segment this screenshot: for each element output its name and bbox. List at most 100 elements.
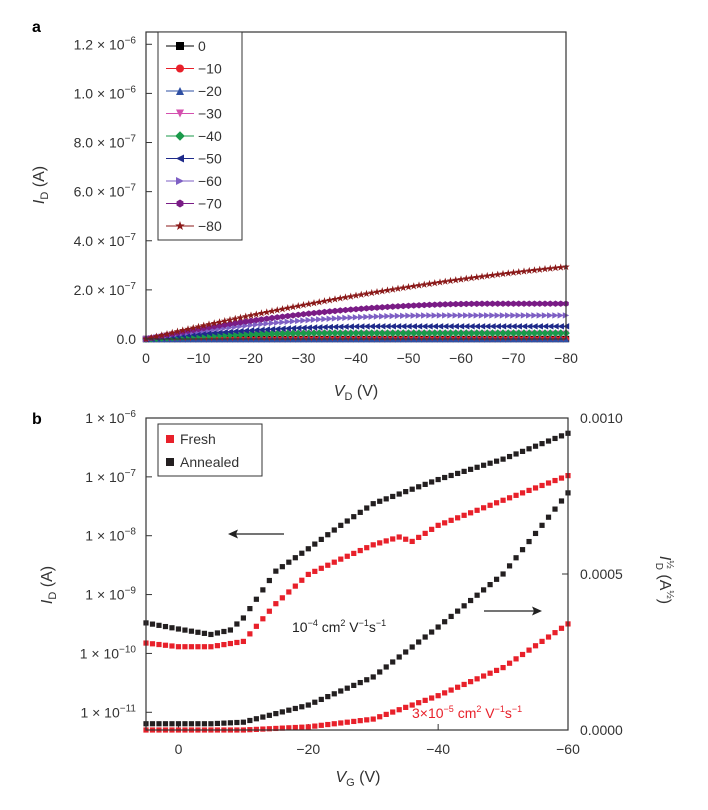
panel-b-xtick-label: −40 xyxy=(426,741,450,757)
panel-b-point-log xyxy=(169,643,175,649)
panel-b-point-sqrt xyxy=(506,660,513,666)
panel-a-point xyxy=(499,323,507,330)
panel-b-point-log xyxy=(221,628,227,635)
arrow-right-head xyxy=(532,606,542,616)
panel-a-point xyxy=(541,312,549,319)
panel-b-xtick-label: −20 xyxy=(296,741,320,757)
panel-b-point-sqrt xyxy=(383,711,389,717)
panel-b-point-log xyxy=(364,505,370,511)
panel-a-point xyxy=(457,312,465,319)
panel-b-point-sqrt xyxy=(416,700,422,706)
panel-a-xtick-label: −80 xyxy=(554,350,578,366)
panel-a-point xyxy=(269,314,275,322)
panel-a-point xyxy=(384,303,391,311)
panel-b-point-sqrt xyxy=(273,711,279,717)
panel-b-point-log xyxy=(351,514,357,520)
panel-a-point xyxy=(452,300,459,308)
panel-b-point-sqrt xyxy=(493,576,500,582)
panel-b-point-log xyxy=(351,550,357,557)
panel-a-point xyxy=(394,312,402,320)
panel-a-point xyxy=(409,282,418,290)
panel-a-point xyxy=(431,312,438,319)
panel-b-point-sqrt xyxy=(474,592,480,598)
panel-b-point-log xyxy=(266,577,272,584)
panel-a-point xyxy=(420,329,429,337)
panel-b-point-log xyxy=(318,565,324,571)
panel-a-point xyxy=(526,312,533,319)
panel-b-ytick-left-label: 1 × 10−9 xyxy=(85,586,136,603)
panel-a-point xyxy=(420,280,429,288)
panel-b-point-sqrt xyxy=(519,651,526,658)
arrow-left-head xyxy=(228,529,238,539)
panel-b-point-log xyxy=(403,536,409,542)
panel-a-point xyxy=(331,329,339,337)
panel-b-ytick-right-label: 0.0010 xyxy=(580,410,623,426)
panel-b-point-sqrt xyxy=(357,718,363,724)
panel-a-point xyxy=(500,300,506,307)
panel-a-point xyxy=(409,329,418,337)
panel-a-point xyxy=(473,312,480,319)
panel-a-point xyxy=(515,300,522,307)
panel-a-legend-marker xyxy=(176,64,184,73)
panel-a-point xyxy=(199,321,208,329)
panel-a-point xyxy=(294,329,303,338)
panel-a-point xyxy=(194,322,203,330)
panel-a-point xyxy=(436,312,444,319)
panel-b-point-sqrt xyxy=(240,719,246,725)
panel-a-legend-label: −50 xyxy=(198,151,222,167)
panel-b-point-sqrt xyxy=(481,673,487,679)
panel-a-point xyxy=(431,301,438,308)
panel-b-point-log xyxy=(338,556,344,562)
panel-a-point xyxy=(488,329,497,337)
panel-a-point xyxy=(279,325,286,332)
panel-a-point xyxy=(535,265,544,273)
panel-a-point xyxy=(379,323,386,330)
panel-b-point-sqrt xyxy=(312,699,318,705)
panel-b-ylabel-left: ID (A) xyxy=(39,566,59,604)
panel-a-legend-marker xyxy=(176,199,184,208)
panel-a-point xyxy=(394,329,402,337)
panel-b-point-log xyxy=(221,641,227,648)
panel-a-point xyxy=(210,319,219,327)
panel-a-xtick-label: −30 xyxy=(292,350,316,366)
panel-a-point xyxy=(304,329,313,338)
panel-a-point xyxy=(399,283,408,292)
panel-a-point xyxy=(200,330,207,337)
panel-a-label: a xyxy=(32,19,41,36)
panel-b-xtick-label: 0 xyxy=(175,741,183,757)
panel-a-point xyxy=(541,265,549,273)
panel-a-point xyxy=(310,316,318,323)
panel-a-point xyxy=(373,329,381,337)
panel-b-point-sqrt xyxy=(364,717,370,723)
panel-b-point-log xyxy=(156,622,162,628)
panel-a-point xyxy=(514,268,523,276)
panel-a-series-8 xyxy=(142,262,570,343)
panel-a-point xyxy=(263,315,270,322)
panel-b-point-log xyxy=(468,510,474,516)
panel-b-point-log xyxy=(519,448,526,454)
panel-a-point xyxy=(300,311,307,318)
panel-a-point xyxy=(347,306,354,313)
panel-b-point-log xyxy=(390,493,396,500)
panel-a-point xyxy=(368,323,375,330)
annotation-mobility-annealed: 10−4 cm2 V−1s−1 xyxy=(292,618,386,635)
panel-a-point xyxy=(457,275,465,283)
panel-a-legend-marker xyxy=(176,154,184,163)
panel-b-point-log xyxy=(156,641,162,648)
panel-a-legend-label: 0 xyxy=(198,38,206,54)
panel-a-point xyxy=(536,300,543,307)
panel-a-point xyxy=(394,323,402,330)
panel-b-point-log xyxy=(292,555,298,561)
panel-a-point xyxy=(205,320,213,328)
panel-b-point-sqrt xyxy=(487,582,493,588)
panel-a-point xyxy=(163,330,171,338)
panel-a-point xyxy=(363,313,370,321)
panel-b-point-sqrt xyxy=(169,721,175,727)
panel-a-point xyxy=(478,312,486,319)
panel-a-point xyxy=(262,308,271,316)
panel-a-point xyxy=(316,324,323,331)
panel-a-point xyxy=(321,315,328,323)
panel-a-point xyxy=(394,284,402,292)
panel-a-point xyxy=(515,312,522,319)
panel-b-point-sqrt xyxy=(513,555,519,561)
